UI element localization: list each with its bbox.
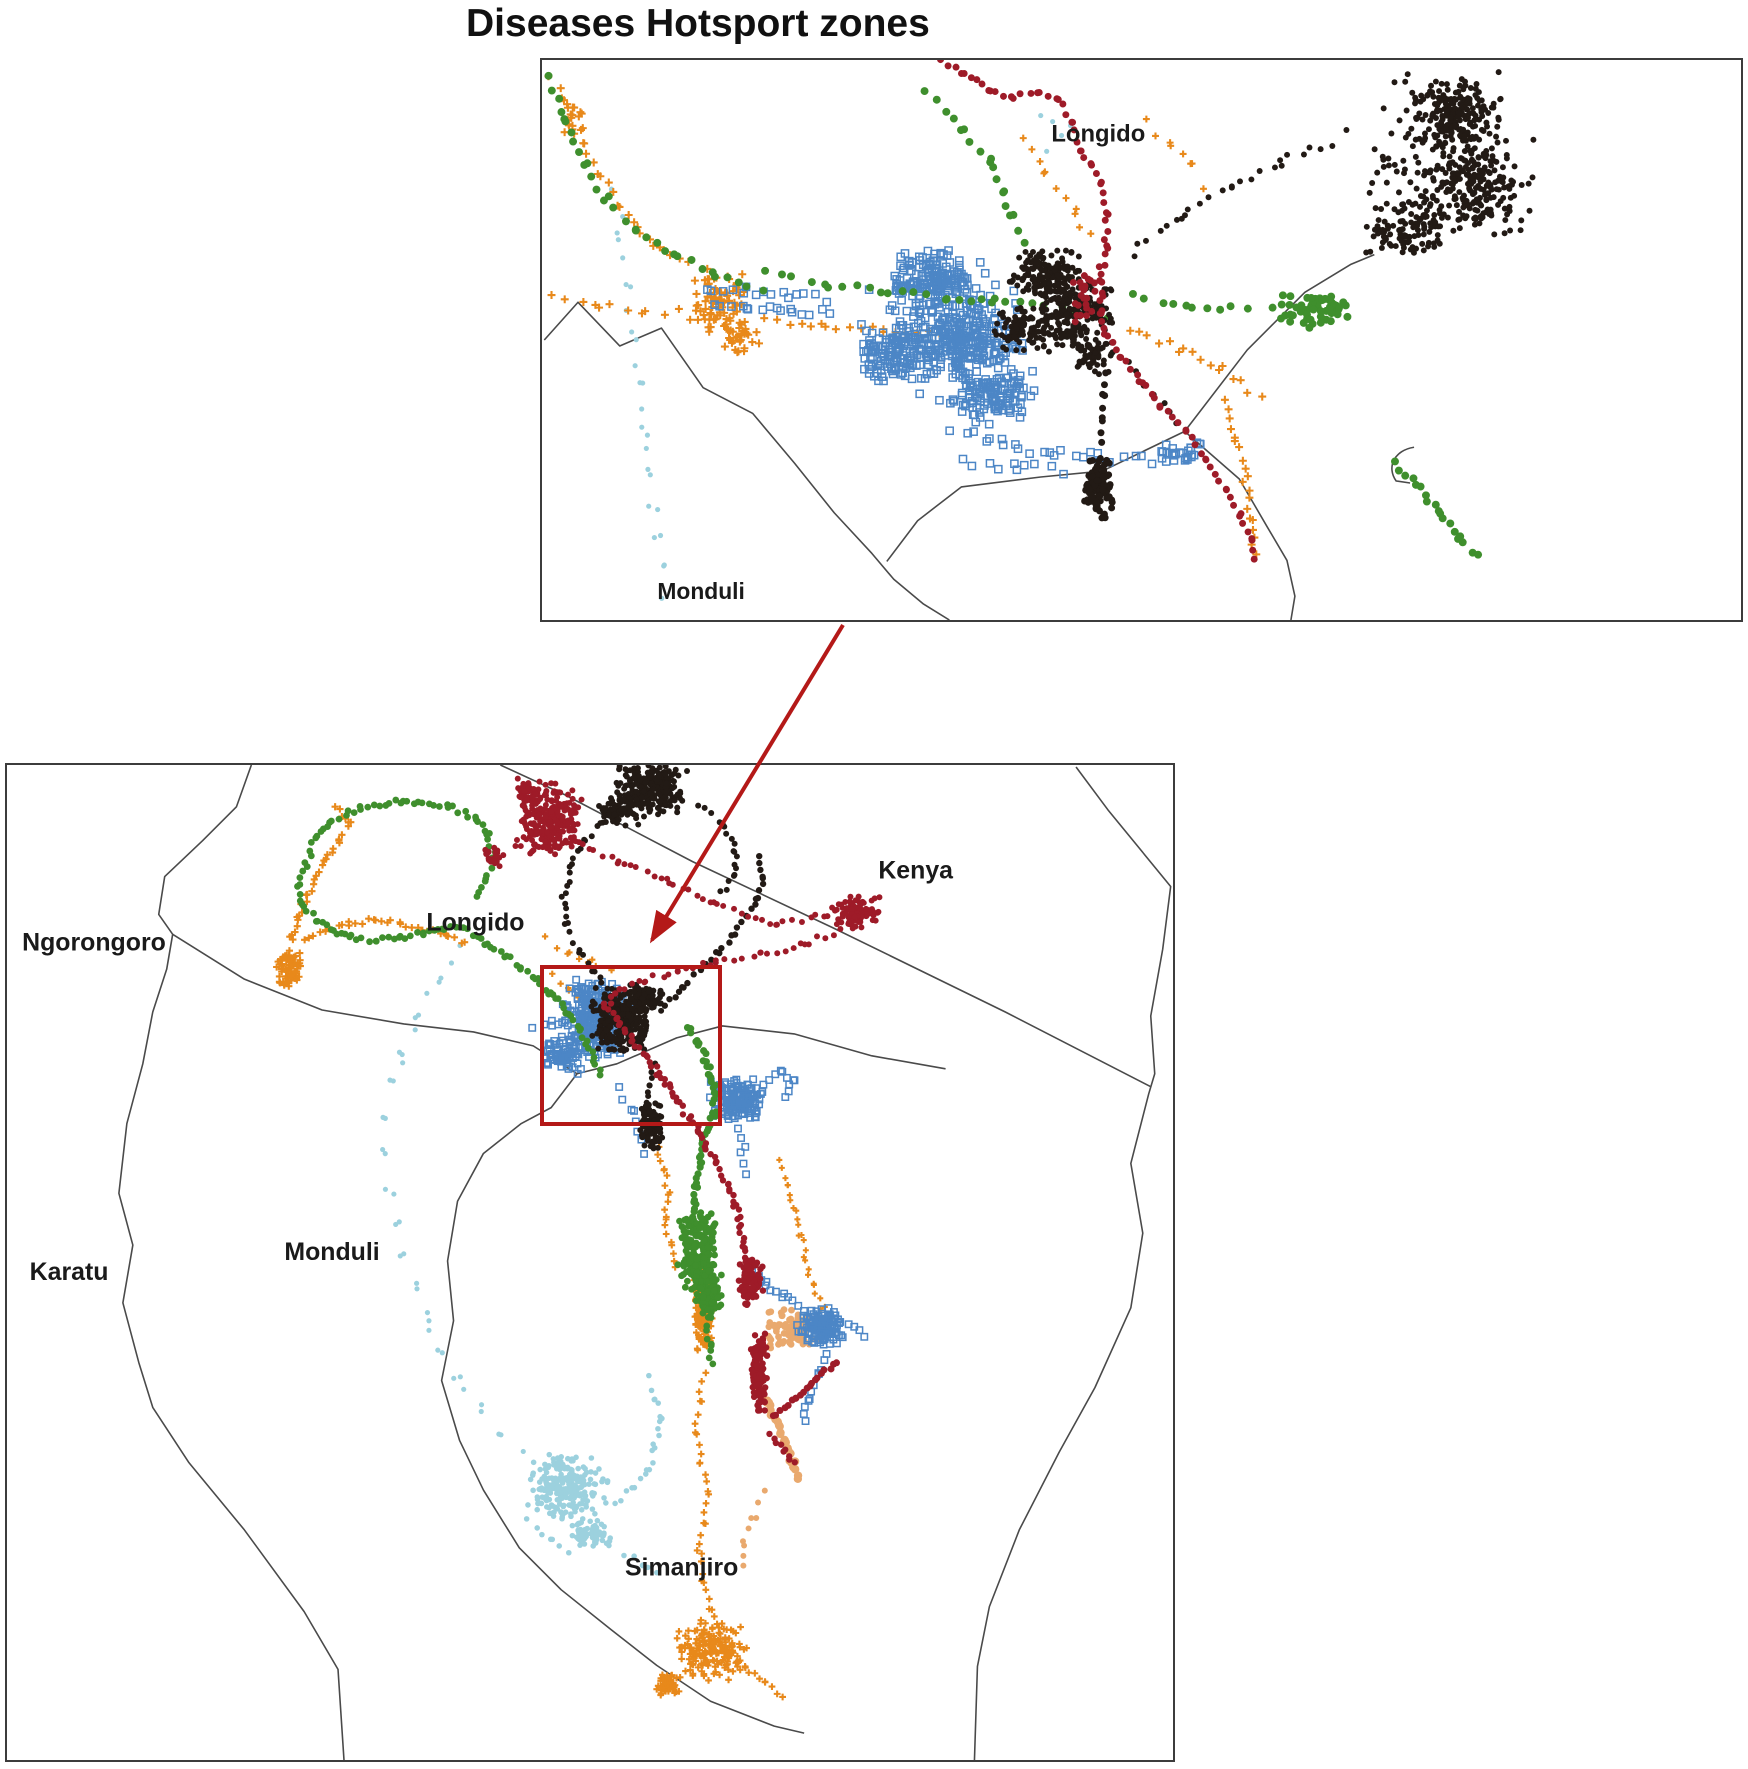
trail-cyan bbox=[612, 1372, 665, 1507]
overview-map-svg: Ngorongoro Longido Kenya Karatu Monduli Siman… bbox=[22, 765, 1172, 1760]
map-label: Simanjiro bbox=[625, 1554, 738, 1582]
trail-cyan bbox=[380, 942, 526, 1455]
trail-blue bbox=[844, 1320, 869, 1341]
trail-blue bbox=[703, 282, 832, 307]
trail-orange bbox=[654, 1143, 679, 1271]
trail-orange bbox=[544, 72, 693, 266]
trail-darkred bbox=[482, 775, 585, 870]
inset-map-svg: Longido Monduli bbox=[543, 60, 1537, 620]
trail-darkred bbox=[937, 60, 1258, 563]
trail-green bbox=[301, 796, 499, 900]
trail-cyan bbox=[534, 1525, 572, 1556]
trail-green bbox=[1128, 289, 1252, 314]
trail-orange bbox=[1220, 395, 1261, 559]
trail-orange bbox=[741, 1662, 787, 1701]
trail-darkred bbox=[600, 986, 749, 1271]
trail-darkred bbox=[735, 1256, 771, 1414]
map-label: Kenya bbox=[878, 857, 953, 885]
trail-blue bbox=[748, 1265, 847, 1349]
map-label: Monduli bbox=[284, 1238, 379, 1266]
inset-panel: Longido Monduli bbox=[540, 58, 1743, 622]
trail-cyan bbox=[523, 1451, 614, 1549]
map-label: Monduli bbox=[657, 578, 744, 604]
trail-green bbox=[674, 1209, 725, 1321]
trail-tan bbox=[739, 1487, 768, 1569]
trail-orange bbox=[1142, 115, 1207, 193]
trail-green bbox=[294, 863, 467, 946]
trail-blue bbox=[528, 1016, 570, 1032]
trail-darkred bbox=[769, 1359, 840, 1420]
trail-green bbox=[544, 71, 768, 295]
trail-black bbox=[1131, 143, 1336, 260]
trail-black bbox=[661, 852, 767, 1009]
trail-green bbox=[1391, 457, 1483, 559]
trail-darkred bbox=[1069, 263, 1107, 326]
trail-orange bbox=[1126, 326, 1267, 401]
trail-green bbox=[920, 87, 1029, 247]
trail-orange bbox=[547, 291, 700, 319]
trail-orange bbox=[1019, 134, 1095, 238]
trail-darkred bbox=[567, 839, 883, 932]
map-label: Ngorongoro bbox=[22, 928, 166, 956]
trail-green bbox=[1268, 291, 1352, 332]
trail-blue bbox=[710, 300, 835, 320]
trail-darkred bbox=[766, 1430, 798, 1466]
overview-panel: Ngorongoro Longido Kenya Karatu Monduli Siman… bbox=[5, 763, 1175, 1762]
trail-blue bbox=[734, 1124, 751, 1179]
map-label: Longido bbox=[426, 908, 524, 936]
region-boundary bbox=[1184, 253, 1375, 432]
trail-orange bbox=[653, 1616, 750, 1699]
trail-orange bbox=[273, 803, 355, 990]
region-boundary bbox=[543, 301, 950, 620]
trail-blue bbox=[759, 1066, 799, 1101]
trail-black bbox=[1343, 69, 1537, 256]
region-boundary bbox=[118, 765, 345, 1760]
figure-title: Diseases Hotsport zones bbox=[466, 2, 930, 45]
region-boundary bbox=[973, 766, 1172, 1760]
trail-blue bbox=[958, 454, 1068, 479]
trail-black bbox=[1081, 369, 1116, 522]
map-label: Karatu bbox=[30, 1258, 109, 1286]
trail-green bbox=[703, 1322, 717, 1368]
trail-cyan bbox=[608, 186, 667, 601]
trail-cyan bbox=[621, 1552, 660, 1576]
trail-blue bbox=[945, 426, 1205, 469]
trail-black bbox=[596, 765, 690, 829]
map-label: Longido bbox=[1051, 120, 1145, 147]
trail-orange bbox=[691, 1369, 721, 1628]
